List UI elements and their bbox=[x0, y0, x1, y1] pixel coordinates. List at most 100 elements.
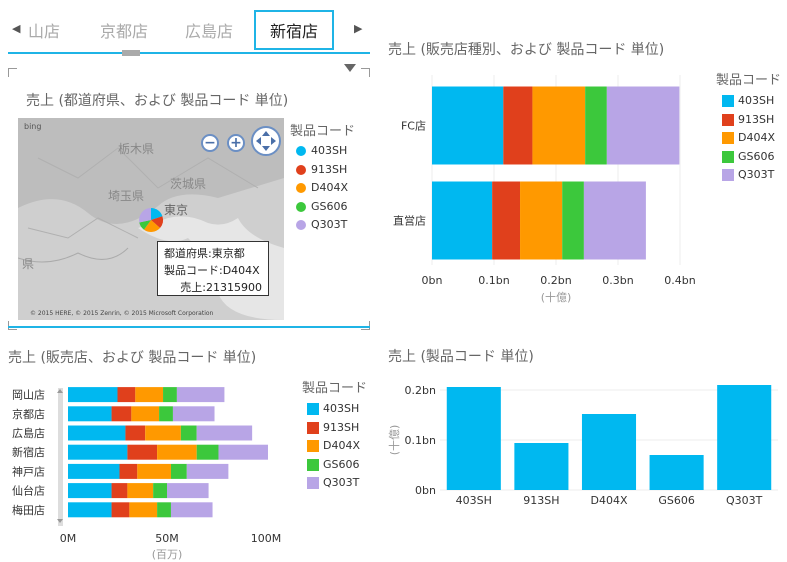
chart1-legend-item-gs606[interactable]: GS606 bbox=[722, 150, 775, 163]
chart2-legend-item-gs606[interactable]: GS606 bbox=[307, 458, 360, 471]
chart2-bar-segment bbox=[68, 406, 112, 422]
chart1-bar-segment bbox=[583, 181, 646, 260]
chart1-legend-label: Q303T bbox=[738, 168, 775, 181]
chart2-bar-segment bbox=[111, 406, 132, 422]
chart1-legend-label: 403SH bbox=[738, 94, 775, 107]
map-legend-item-q303t[interactable]: Q303T bbox=[296, 218, 347, 231]
chart2-bar-segment bbox=[196, 425, 253, 441]
chart2-bar-segment bbox=[127, 444, 158, 460]
chart1-legend-item-d404x[interactable]: D404X bbox=[722, 131, 775, 144]
map-legend-item-gs606[interactable]: GS606 bbox=[296, 200, 348, 213]
pie-marker-tokyo[interactable] bbox=[136, 205, 166, 235]
chart2-title: 売上 (販売店、および 製品コード 単位) bbox=[8, 350, 257, 366]
chart3-bar bbox=[446, 387, 501, 490]
chart1-xunit: (十億) bbox=[541, 290, 572, 304]
map-legend-item-d404x[interactable]: D404X bbox=[296, 181, 348, 194]
chart2-legend-label: 403SH bbox=[323, 402, 360, 415]
chart2-category-label: 神戸店 bbox=[12, 464, 45, 478]
chart2-bar-segment bbox=[131, 406, 160, 422]
map-legend-swatch bbox=[296, 183, 306, 193]
chart2-bar-segment bbox=[111, 502, 130, 518]
chart1-legend-item-q303t[interactable]: Q303T bbox=[722, 168, 774, 181]
slicer: ◀ 山店 京都店 広島店 新宿店 ▶ bbox=[8, 0, 370, 60]
chart2-bar-segment bbox=[180, 425, 197, 441]
chart2-legend-swatch bbox=[307, 440, 319, 452]
chart1-category-label: FC店 bbox=[401, 119, 426, 133]
chart2-bar-segment bbox=[117, 387, 136, 403]
chart1-bar-segment bbox=[503, 86, 533, 165]
chart2-legend-label: D404X bbox=[323, 439, 361, 452]
chart2-bar-segment bbox=[196, 444, 219, 460]
pan-control-icon[interactable] bbox=[251, 126, 281, 156]
chart2-bar-segment bbox=[68, 387, 118, 403]
tab-kyoto[interactable]: 京都店 bbox=[100, 22, 149, 41]
chart1-bar-segment bbox=[520, 181, 563, 260]
chart2-scroll-up-icon[interactable] bbox=[57, 389, 63, 393]
chart1-title: 売上 (販売店種別、および 製品コード 単位) bbox=[388, 42, 665, 58]
map-legend-label: 403SH bbox=[311, 144, 348, 157]
chart1-bar-segment bbox=[432, 181, 493, 260]
filter-icon[interactable] bbox=[344, 64, 356, 72]
zoom-out-button[interactable]: − bbox=[201, 134, 219, 152]
map-legend-label: 913SH bbox=[311, 162, 348, 176]
map-label-tokyo: 東京 bbox=[164, 203, 188, 217]
tooltip-product: 製品コード:D404X bbox=[164, 264, 260, 277]
chart1-xtick: 0bn bbox=[422, 274, 443, 287]
chart1-legend-item-403sh[interactable]: 403SH bbox=[722, 94, 774, 107]
map-legend-swatch bbox=[296, 146, 306, 156]
map-legend-item-913sh[interactable]: 913SH bbox=[296, 163, 347, 176]
chart2-legend-item-403sh[interactable]: 403SH bbox=[307, 402, 359, 415]
chart3-bar bbox=[514, 443, 569, 490]
map-legend-item-403sh[interactable]: 403SH bbox=[296, 144, 347, 157]
chart3-category-label: Q303T bbox=[726, 494, 763, 507]
chart2-bar-segment bbox=[159, 406, 173, 422]
chart2-bar-segment bbox=[186, 463, 229, 479]
chart3-product: 0bn 0.1bn 0.2bn (十億) 403SH 913SH D404X GS606 Q30… bbox=[387, 384, 778, 507]
chart1-bar-segment bbox=[562, 181, 584, 260]
tab-hiroshima[interactable]: 広島店 bbox=[185, 22, 234, 41]
tab-shinjuku[interactable]: 新宿店 bbox=[254, 10, 335, 50]
chart1-legend-item-913sh[interactable]: 913SH bbox=[722, 113, 774, 126]
chart2-legend-label: Q303T bbox=[323, 476, 360, 489]
slicer-scroll-handle[interactable] bbox=[122, 50, 140, 56]
chart3-category-label: 913SH bbox=[523, 494, 559, 507]
chart2-legend-label: GS606 bbox=[323, 457, 360, 471]
tab-okayama[interactable]: 山店 bbox=[28, 22, 61, 41]
map-label-ken: 県 bbox=[22, 257, 34, 271]
chart2-bar-segment bbox=[125, 425, 146, 441]
chart1-legend-swatch bbox=[722, 95, 734, 107]
prev-arrow-icon[interactable]: ◀ bbox=[12, 22, 21, 35]
chart2-bar-segment bbox=[145, 425, 181, 441]
chart3-ytick: 0bn bbox=[415, 484, 436, 497]
chart3-title: 売上 (製品コード 単位) bbox=[388, 349, 534, 365]
chart2-category-label: 京都店 bbox=[12, 407, 45, 421]
zoom-in-button[interactable]: + bbox=[227, 134, 245, 152]
chart2-scrollbar[interactable] bbox=[58, 388, 63, 526]
chart2-legend-title: 製品コード bbox=[302, 381, 368, 396]
chart2-legend-item-d404x[interactable]: D404X bbox=[307, 439, 360, 452]
chart3-bar bbox=[717, 385, 772, 490]
chart2-bar-segment bbox=[68, 444, 128, 460]
chart2-bar-segment bbox=[68, 425, 126, 441]
chart2-xtick: 50M bbox=[155, 532, 179, 545]
chart2-bar-segment bbox=[172, 406, 215, 422]
chart2-bar-segment bbox=[163, 387, 177, 403]
zoom-out-icon: − bbox=[204, 135, 216, 151]
chart1-xtick: 0.4bn bbox=[664, 274, 695, 287]
chart2-scroll-down-icon[interactable] bbox=[57, 519, 63, 523]
chart2-bar-segment bbox=[170, 463, 187, 479]
chart2-legend-item-q303t[interactable]: Q303T bbox=[307, 476, 359, 489]
map-legend-label: Q303T bbox=[311, 218, 348, 231]
chart2-legend-label: 913SH bbox=[323, 420, 360, 434]
chart1-legend-swatch bbox=[722, 169, 734, 181]
chart2-legend-item-913sh[interactable]: 913SH bbox=[307, 421, 359, 434]
map-tooltip: 都道府県:東京都 製品コード:D404X 売上:21315900 bbox=[157, 241, 269, 296]
chart3-ytick: 0.2bn bbox=[405, 384, 436, 397]
chart3-bar bbox=[581, 414, 637, 490]
chart3-ytick: 0.1bn bbox=[405, 434, 436, 447]
chart2-legend-swatch bbox=[307, 421, 319, 434]
map-legend-swatch bbox=[296, 164, 306, 175]
next-arrow-icon[interactable]: ▶ bbox=[354, 22, 363, 35]
chart2-bar-segment bbox=[176, 387, 225, 403]
